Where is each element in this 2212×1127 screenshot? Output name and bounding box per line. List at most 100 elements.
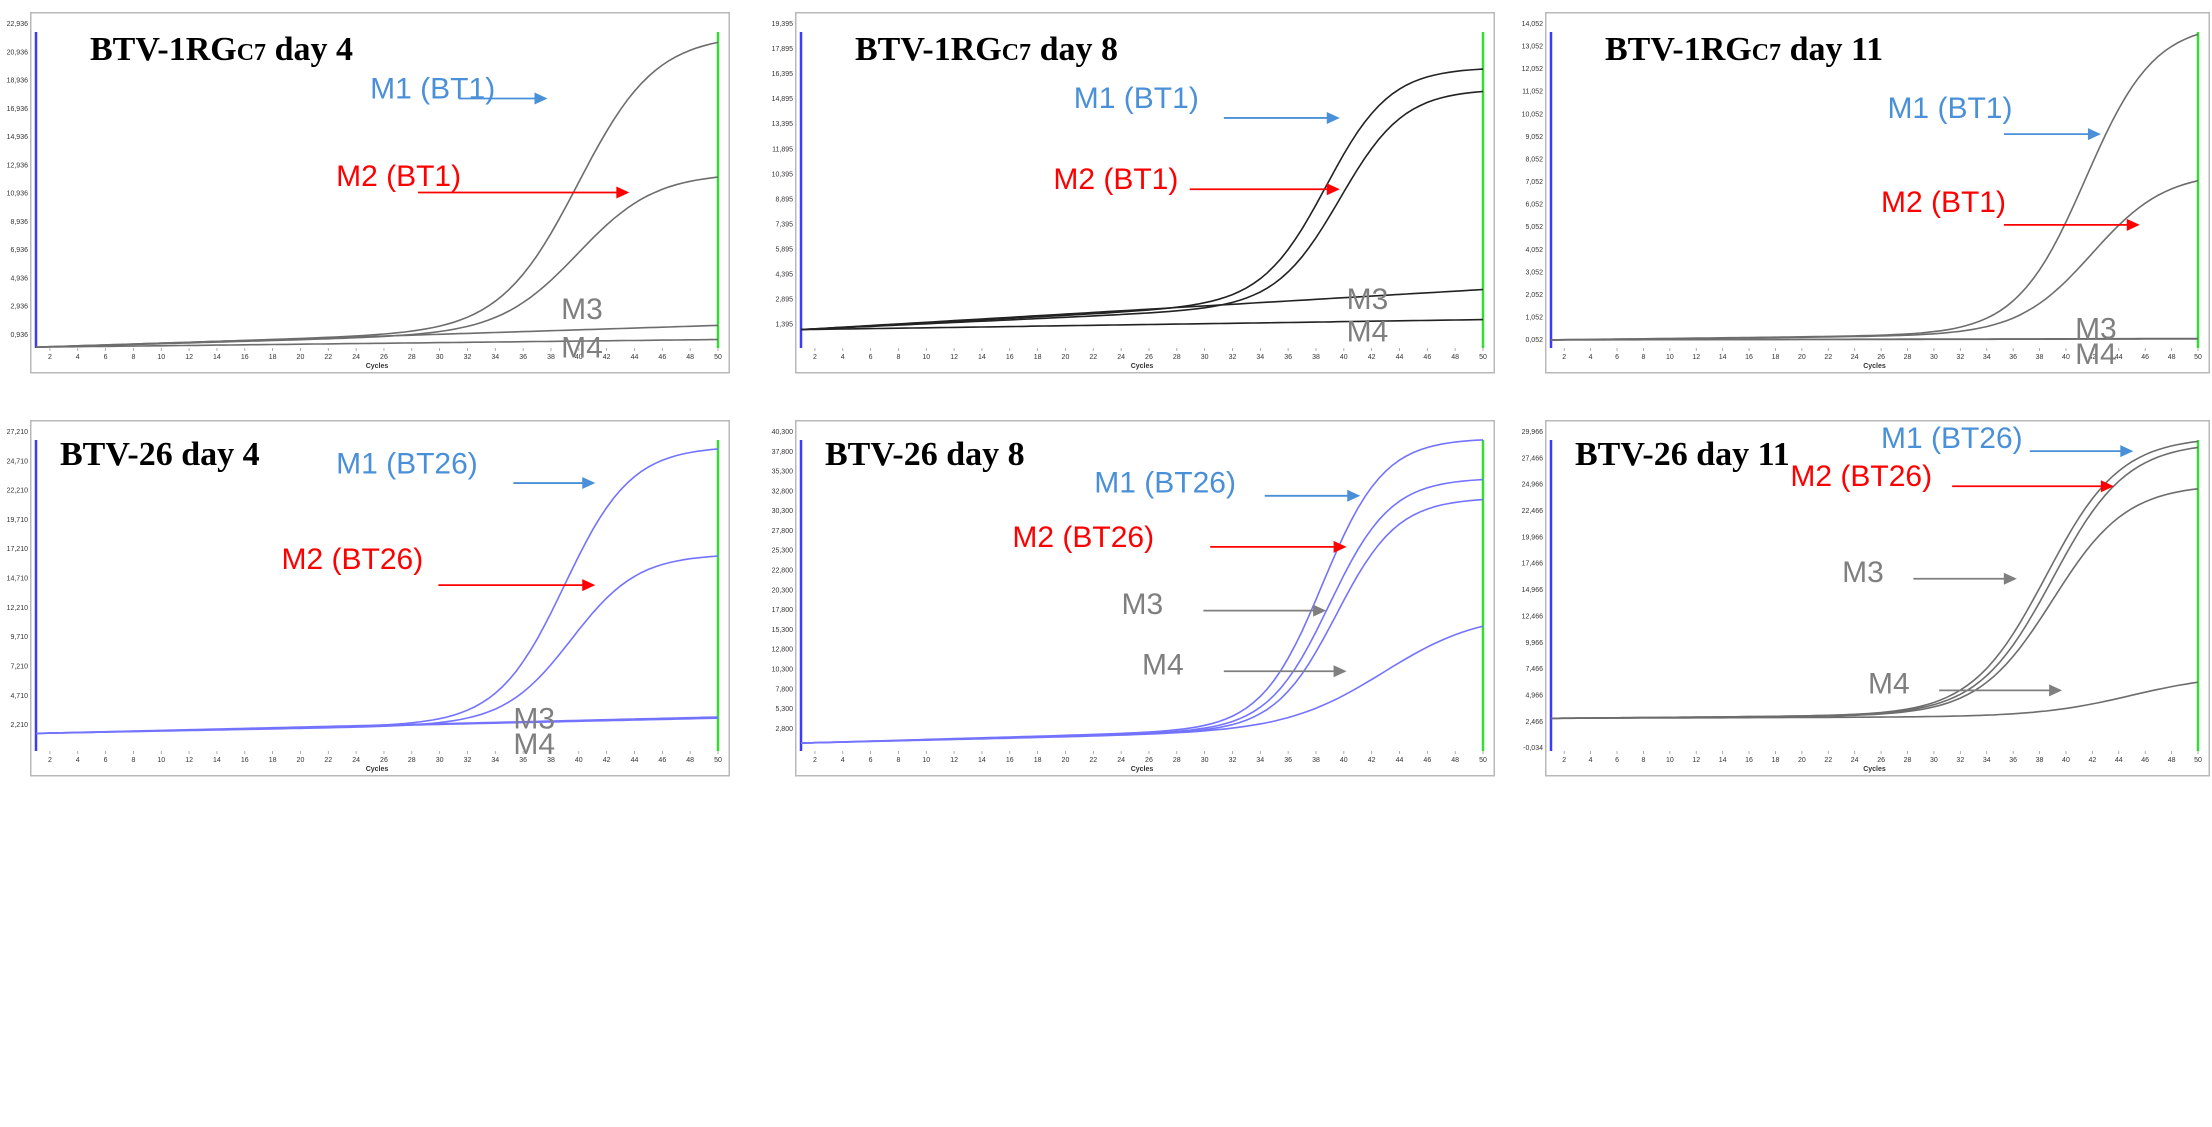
y-tick-label: 18,936	[7, 78, 29, 85]
x-tick-label: 4	[76, 757, 80, 764]
x-tick-label: 14	[1719, 354, 1727, 361]
x-tick-label: 40	[2062, 757, 2070, 764]
x-tick-label: 22	[1824, 757, 1832, 764]
y-tick-label: 4,936	[10, 275, 28, 282]
x-tick-label: 42	[603, 354, 611, 361]
annotation-arrow-head	[582, 477, 596, 490]
x-tick-label: 40	[1340, 757, 1348, 764]
chart-panel-6: -0,034 2,466 4,966 7,466 9,966 12,466 14,966 17…	[1522, 420, 2210, 785]
y-tick-label: 6,936	[10, 247, 28, 254]
x-tick-label: 24	[352, 757, 360, 764]
y-tick-label: 19,966	[1522, 534, 1544, 541]
x-tick-label: 30	[436, 354, 444, 361]
x-tick-label: 2	[48, 757, 52, 764]
chart-title: BTV-26 day 8	[825, 436, 1025, 473]
y-tick-label: -0,034	[1523, 745, 1543, 752]
y-tick-label: 20,300	[772, 587, 794, 594]
series-annotation-label: M1 (BT1)	[370, 73, 495, 106]
x-tick-label: 14	[978, 757, 986, 764]
x-tick-label: 14	[1719, 757, 1727, 764]
series-annotation-label: M2 (BT1)	[1881, 186, 2006, 219]
chart-svg: 2,800 5,300 7,800 10,300 12,800 15,300 17,800 2…	[772, 420, 1495, 777]
x-tick-label: 20	[297, 354, 305, 361]
x-tick-label: 10	[922, 354, 930, 361]
y-tick-label: 8,936	[10, 219, 28, 226]
x-tick-label: 44	[631, 354, 639, 361]
x-tick-label: 34	[491, 757, 499, 764]
x-tick-label: 24	[1851, 354, 1859, 361]
x-tick-label: 16	[1006, 757, 1014, 764]
x-tick-label: 32	[1956, 757, 1964, 764]
x-tick-label: 32	[464, 757, 472, 764]
y-tick-label: 9,966	[1525, 640, 1543, 647]
x-tick-label: 16	[1006, 354, 1014, 361]
y-tick-label: 27,466	[1522, 455, 1544, 462]
y-tick-label: 0,052	[1525, 337, 1543, 344]
x-tick-label: 16	[1745, 757, 1753, 764]
x-tick-label: 46	[1423, 757, 1431, 764]
x-tick-label: 50	[1479, 757, 1487, 764]
annotation-arrow-head	[2120, 445, 2134, 458]
y-tick-label: 7,210	[10, 663, 28, 670]
annotation-arrow-head	[1326, 183, 1340, 196]
x-tick-label: 46	[658, 354, 666, 361]
series-annotation-label: M2 (BT26)	[1790, 460, 1932, 493]
annotation-arrow-head	[1333, 665, 1347, 678]
series-annotation-label: M1 (BT1)	[1074, 82, 1199, 115]
x-axis-label: Cycles	[1131, 363, 1154, 370]
x-tick-label: 34	[1256, 354, 1264, 361]
y-tick-label: 13,395	[772, 121, 794, 128]
y-tick-label: 4,395	[775, 272, 793, 279]
x-tick-label: 48	[2168, 354, 2176, 361]
y-tick-label: 1,395	[775, 322, 793, 329]
y-tick-label: 9,052	[1525, 134, 1543, 141]
x-tick-label: 26	[380, 354, 388, 361]
series-annotation-label: M3	[1347, 283, 1389, 316]
x-tick-label: 28	[408, 757, 416, 764]
x-tick-label: 30	[436, 757, 444, 764]
x-tick-label: 36	[1284, 354, 1292, 361]
x-tick-label: 46	[2141, 354, 2149, 361]
y-tick-label: 10,052	[1522, 111, 1544, 118]
x-tick-label: 42	[2088, 757, 2096, 764]
chart-title: BTV-1RGC7 day 8	[855, 31, 1118, 68]
y-tick-label: 4,052	[1525, 247, 1543, 254]
x-tick-label: 40	[1340, 354, 1348, 361]
x-tick-label: 6	[1615, 757, 1619, 764]
amplification-curve-m4	[800, 625, 1484, 744]
series-annotation-label: M2 (BT26)	[282, 543, 424, 576]
x-tick-label: 2	[48, 354, 52, 361]
chart-svg: -0,034 2,466 4,966 7,466 9,966 12,466 14,966 17…	[1522, 420, 2210, 777]
x-tick-label: 36	[519, 757, 527, 764]
y-tick-label: 17,210	[7, 546, 29, 553]
x-tick-label: 50	[1479, 354, 1487, 361]
x-tick-label: 18	[269, 757, 277, 764]
chart-svg: 0,936 2,936 4,936 6,936 8,936 10,936 12,936 14,…	[7, 12, 730, 374]
y-tick-label: 12,210	[7, 605, 29, 612]
annotation-arrow-head	[2126, 218, 2140, 231]
series-annotation-label: M3	[561, 293, 603, 326]
series-annotation-label: M2 (BT1)	[336, 160, 461, 193]
x-tick-label: 12	[1692, 354, 1700, 361]
chart-svg: 0,052 1,052 2,052 3,052 4,052 5,052 6,052 7,052…	[1522, 12, 2210, 374]
x-tick-label: 4	[1589, 757, 1593, 764]
x-tick-label: 30	[1930, 354, 1938, 361]
x-tick-label: 48	[1451, 354, 1459, 361]
x-tick-label: 6	[104, 354, 108, 361]
y-tick-label: 15,300	[772, 627, 794, 634]
y-tick-label: 4,966	[1525, 692, 1543, 699]
x-axis-label: Cycles	[1131, 766, 1154, 773]
x-tick-label: 50	[2194, 354, 2202, 361]
y-tick-label: 11,895	[772, 146, 793, 153]
x-tick-label: 14	[213, 757, 221, 764]
x-tick-label: 30	[1930, 757, 1938, 764]
annotation-arrow-head	[1333, 540, 1347, 553]
x-tick-label: 26	[1877, 757, 1885, 764]
amplification-curve-m4	[1551, 338, 2198, 341]
x-tick-label: 18	[1034, 757, 1042, 764]
x-tick-label: 26	[1877, 354, 1885, 361]
x-tick-label: 38	[547, 354, 555, 361]
x-tick-label: 16	[241, 757, 249, 764]
x-tick-label: 10	[157, 354, 165, 361]
